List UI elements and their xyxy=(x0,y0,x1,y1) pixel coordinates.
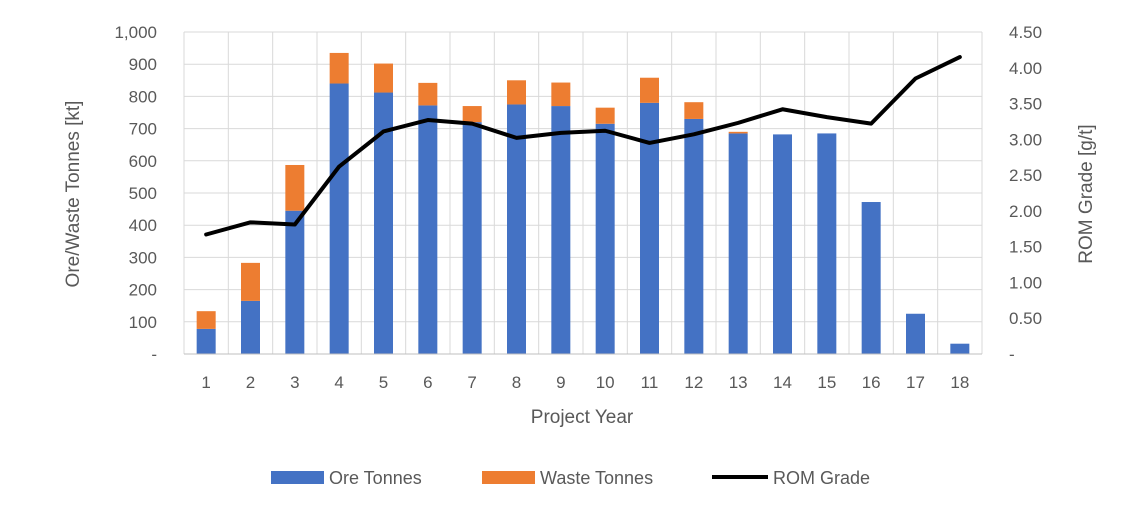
legend-item-rom-grade: ROM Grade xyxy=(712,468,870,488)
legend-label: ROM Grade xyxy=(773,468,870,488)
bar-series xyxy=(196,52,970,355)
ore-tonnes-bar xyxy=(418,105,438,354)
ore-tonnes-bar xyxy=(551,106,571,354)
y2-tick-label: 4.00 xyxy=(1009,59,1042,78)
ore-tonnes-bar xyxy=(640,102,659,354)
ore-tonnes-bar xyxy=(595,123,615,355)
y2-tick-label: 2.50 xyxy=(1009,166,1042,185)
x-tick-label: 10 xyxy=(596,373,615,392)
ore-tonnes-bar xyxy=(861,202,881,354)
ore-tonnes-bar xyxy=(374,92,393,354)
ore-tonnes-bar xyxy=(817,133,837,354)
ore-tonnes-bar xyxy=(773,134,792,354)
x-tick-label: 13 xyxy=(729,373,748,392)
line-series xyxy=(204,55,962,237)
waste-tonnes-bar xyxy=(595,107,615,124)
y-tick-label: 800 xyxy=(129,87,157,106)
waste-tonnes-bar xyxy=(684,102,704,119)
x-tick-label: 8 xyxy=(512,373,521,392)
ore-tonnes-bar xyxy=(462,122,482,354)
waste-tonnes-bar xyxy=(462,106,482,123)
waste-tonnes-bar xyxy=(551,82,571,107)
ore-tonnes-bar xyxy=(728,133,748,354)
y-tick-label: 900 xyxy=(129,55,157,74)
x-tick-label: 6 xyxy=(423,373,432,392)
x-tick-label: 18 xyxy=(950,373,969,392)
x-tick-label: 16 xyxy=(862,373,881,392)
y2-tick-label: 2.00 xyxy=(1009,202,1042,221)
waste-tonnes-bar xyxy=(728,131,748,134)
x-tick-label: 17 xyxy=(906,373,925,392)
x-tick-label: 5 xyxy=(379,373,388,392)
x-tick-label: 9 xyxy=(556,373,565,392)
x-tick-label: 4 xyxy=(334,373,343,392)
y2-axis-title: ROM Grade [g/t] xyxy=(1076,124,1097,263)
y2-tick-label: 4.50 xyxy=(1009,23,1042,42)
x-tick-label: 2 xyxy=(246,373,255,392)
x-tick-label: 1 xyxy=(201,373,210,392)
legend-swatch xyxy=(271,471,324,484)
y-tick-label: 400 xyxy=(129,216,157,235)
waste-tonnes-bar xyxy=(241,262,260,301)
y-tick-label: 200 xyxy=(129,281,157,300)
x-tick-label: 14 xyxy=(773,373,792,392)
y-tick-label: 500 xyxy=(129,184,157,203)
gridlines xyxy=(183,31,983,354)
legend-item-ore-tonnes: Ore Tonnes xyxy=(271,468,422,488)
legend-label: Ore Tonnes xyxy=(329,468,422,488)
x-axis-title: Project Year xyxy=(531,407,634,428)
y2-tick-label: 0.50 xyxy=(1009,309,1042,328)
waste-tonnes-bar xyxy=(285,164,305,211)
legend-item-waste-tonnes: Waste Tonnes xyxy=(482,468,653,488)
y-tick-label: 100 xyxy=(129,313,157,332)
waste-tonnes-bar xyxy=(640,77,659,103)
waste-tonnes-bar xyxy=(507,80,526,105)
ore-tonnes-bar xyxy=(906,313,925,354)
ore-tonnes-bar xyxy=(684,118,704,354)
y2-tick-label: 1.00 xyxy=(1009,273,1042,292)
ore-tonnes-bar xyxy=(241,300,260,354)
ore-tonnes-bar xyxy=(950,343,970,354)
y-tick-label: 300 xyxy=(129,248,157,267)
y-tick-label: - xyxy=(151,345,157,364)
waste-tonnes-bar xyxy=(374,63,393,93)
y-tick-label: 600 xyxy=(129,152,157,171)
y-tick-label: 700 xyxy=(129,120,157,139)
waste-tonnes-bar xyxy=(196,311,216,329)
waste-tonnes-bar xyxy=(329,52,349,84)
legend-label: Waste Tonnes xyxy=(540,468,653,488)
waste-tonnes-bar xyxy=(418,82,438,106)
legend-swatch xyxy=(482,471,535,484)
x-tick-label: 7 xyxy=(467,373,476,392)
x-tick-label: 12 xyxy=(684,373,703,392)
y-tick-label: 1,000 xyxy=(114,23,157,42)
legend: Ore Tonnes Waste Tonnes ROM Grade xyxy=(271,468,870,488)
x-tick-label: 15 xyxy=(817,373,836,392)
y2-tick-label: 3.50 xyxy=(1009,95,1042,114)
x-tick-label: 11 xyxy=(641,373,659,392)
y2-tick-label: - xyxy=(1009,345,1015,364)
ore-tonnes-bar xyxy=(196,328,216,354)
y2-tick-label: 1.50 xyxy=(1009,238,1042,257)
tick-labels: - 100 200 300 400 500 600 700 800 900 1,000 - 0.50 1.… xyxy=(114,23,1042,392)
ore-tonnes-bar xyxy=(507,104,526,354)
rom-grade-line xyxy=(204,55,962,237)
ore-tonnes-bar xyxy=(329,83,349,355)
y-axis-title: Ore/Waste Tonnes [kt] xyxy=(63,101,84,288)
y2-tick-label: 3.00 xyxy=(1009,130,1042,149)
x-tick-label: 3 xyxy=(290,373,299,392)
ore-tonnes-bar xyxy=(285,210,305,354)
